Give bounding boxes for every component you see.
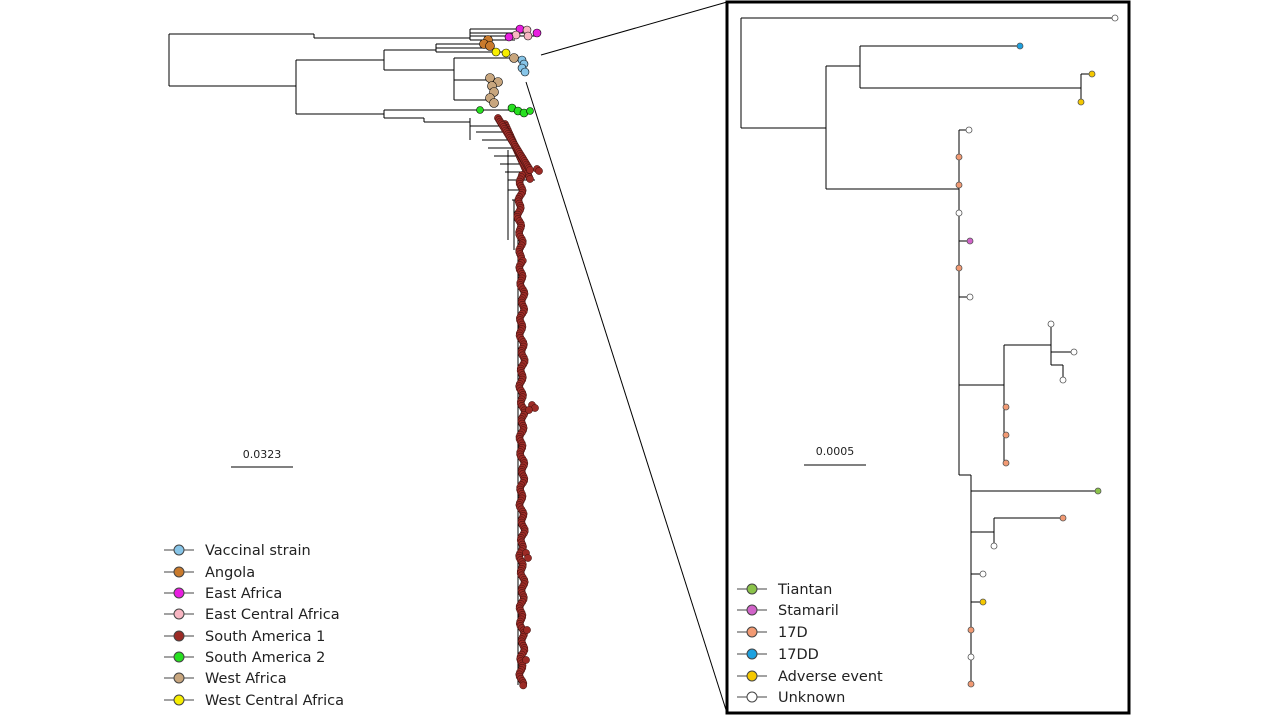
legend-item-17d: 17D xyxy=(737,625,808,641)
overview-tree xyxy=(168,24,543,690)
legend-marker-unknown xyxy=(746,691,758,703)
legend-marker-south-america-1 xyxy=(173,630,185,642)
legend-item-angola: Angola xyxy=(164,565,255,581)
tip-marker xyxy=(525,406,533,414)
legend-item-unknown: Unknown xyxy=(737,690,845,706)
zoom-scale-bar: 0.0005 xyxy=(804,445,866,466)
legend-label-south-america-1: South America 1 xyxy=(205,629,325,645)
legend-marker-east-central-africa xyxy=(173,608,185,620)
legend-marker-tiantan xyxy=(746,583,758,595)
legend-item-east-central-africa: East Central Africa xyxy=(164,607,340,623)
legend-label-adverse-event: Adverse event xyxy=(778,669,883,685)
legend-item-vaccinal-strain: Vaccinal strain xyxy=(164,543,311,559)
legend-label-stamaril: Stamaril xyxy=(778,603,839,619)
tip-marker xyxy=(535,167,543,175)
legend-item-17dd: 17DD xyxy=(737,647,819,663)
legend-item-tiantan: Tiantan xyxy=(737,582,832,598)
legend-item-south-america-1: South America 1 xyxy=(164,629,325,645)
tip-marker xyxy=(522,656,530,664)
legend-label-17dd: 17DD xyxy=(778,647,819,663)
overview-legend: Vaccinal strain Angola East Africa East … xyxy=(164,543,344,709)
legend-label-south-america-2: South America 2 xyxy=(205,650,325,666)
tip-marker xyxy=(519,681,528,690)
legend-label-east-africa: East Africa xyxy=(205,586,282,602)
legend-item-adverse-event: Adverse event xyxy=(737,669,883,685)
legend-label-angola: Angola xyxy=(205,565,255,581)
legend-marker-17dd xyxy=(746,648,758,660)
legend-marker-east-africa xyxy=(173,587,185,599)
legend-marker-vaccinal-strain xyxy=(173,544,185,556)
legend-marker-angola xyxy=(173,566,185,578)
overview-scale-bar: 0.0323 xyxy=(231,448,293,468)
overview-scale-label: 0.0323 xyxy=(243,448,282,461)
legend-label-17d: 17D xyxy=(778,625,808,641)
legend-label-west-central-africa: West Central Africa xyxy=(205,693,344,709)
legend-marker-adverse-event xyxy=(746,670,758,682)
legend-label-vaccinal-strain: Vaccinal strain xyxy=(205,543,311,559)
zoom-panel-frame xyxy=(725,0,1131,715)
legend-marker-west-central-africa xyxy=(173,694,185,706)
zoom-panel: 0.0005 Tiantan Stamaril 17D xyxy=(725,0,1131,715)
legend-item-east-africa: East Africa xyxy=(164,586,282,602)
zoom-connector xyxy=(525,1,728,714)
zoom-scale-label: 0.0005 xyxy=(816,445,855,458)
legend-label-tiantan: Tiantan xyxy=(777,582,832,598)
legend-item-west-africa: West Africa xyxy=(164,671,287,687)
legend-marker-south-america-2 xyxy=(173,651,185,663)
legend-item-stamaril: Stamaril xyxy=(737,603,839,619)
tip-marker xyxy=(524,554,532,562)
legend-item-south-america-2: South America 2 xyxy=(164,650,325,666)
zoom-legend: Tiantan Stamaril 17D 17DD Adverse event xyxy=(737,582,883,706)
tip-marker xyxy=(526,175,534,183)
legend-label-east-central-africa: East Central Africa xyxy=(205,607,340,623)
legend-marker-17d xyxy=(746,626,758,638)
legend-label-unknown: Unknown xyxy=(778,690,845,706)
legend-label-west-africa: West Africa xyxy=(205,671,287,687)
legend-marker-stamaril xyxy=(746,604,758,616)
tip-marker xyxy=(526,166,534,174)
legend-marker-west-africa xyxy=(173,672,185,684)
legend-item-west-central-africa: West Central Africa xyxy=(164,693,344,709)
south-america-1-tips xyxy=(494,114,543,690)
tip-marker xyxy=(523,626,531,634)
